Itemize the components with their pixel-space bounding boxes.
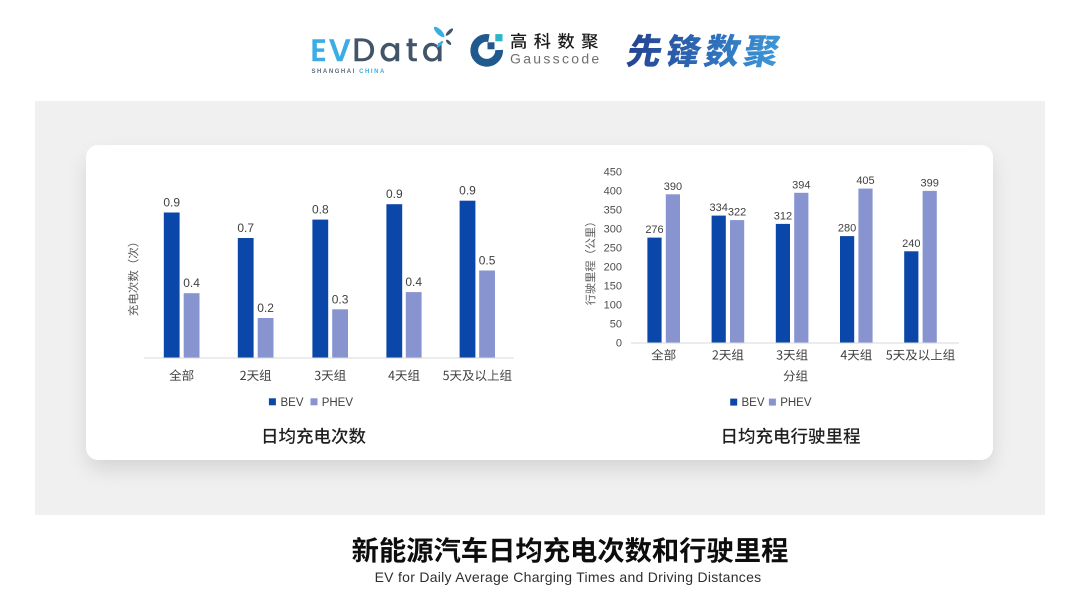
svg-text:0.8: 0.8 xyxy=(312,203,329,217)
svg-text:399: 399 xyxy=(921,177,939,189)
svg-text:300: 300 xyxy=(604,224,622,236)
svg-text:BEV: BEV xyxy=(742,397,765,409)
svg-text:322: 322 xyxy=(728,207,746,219)
svg-text:PHEV: PHEV xyxy=(780,397,812,409)
svg-text:0: 0 xyxy=(616,338,622,350)
svg-text:250: 250 xyxy=(604,243,622,255)
svg-text:50: 50 xyxy=(610,319,622,331)
svg-text:240: 240 xyxy=(902,238,920,250)
svg-text:0.9: 0.9 xyxy=(386,187,403,201)
svg-text:280: 280 xyxy=(838,223,856,235)
svg-text:0.9: 0.9 xyxy=(459,184,476,198)
svg-text:200: 200 xyxy=(604,262,622,274)
svg-text:0.5: 0.5 xyxy=(479,254,496,268)
svg-text:450: 450 xyxy=(604,167,622,179)
svg-text:0.9: 0.9 xyxy=(163,196,180,210)
svg-text:276: 276 xyxy=(645,224,663,236)
svg-text:150: 150 xyxy=(604,281,622,293)
svg-text:312: 312 xyxy=(774,210,792,222)
svg-text:0.3: 0.3 xyxy=(332,292,349,306)
svg-text:334: 334 xyxy=(710,202,728,214)
svg-text:100: 100 xyxy=(604,300,622,312)
svg-text:0.4: 0.4 xyxy=(405,275,422,289)
svg-text:BEV: BEV xyxy=(281,397,304,409)
svg-text:EV for Daily Average Charging: EV for Daily Average Charging Times and … xyxy=(375,569,762,585)
svg-text:SHANGHAI CHINA: SHANGHAI CHINA xyxy=(312,69,386,75)
svg-text:Gausscode: Gausscode xyxy=(510,51,602,67)
svg-text:390: 390 xyxy=(664,181,682,193)
svg-text:0.2: 0.2 xyxy=(257,301,274,315)
svg-text:0.7: 0.7 xyxy=(237,221,254,235)
svg-text:PHEV: PHEV xyxy=(322,397,354,409)
svg-text:0.4: 0.4 xyxy=(183,276,200,290)
svg-text:400: 400 xyxy=(604,186,622,198)
svg-text:350: 350 xyxy=(604,205,622,217)
svg-text:405: 405 xyxy=(856,175,874,187)
svg-text:394: 394 xyxy=(792,179,810,191)
